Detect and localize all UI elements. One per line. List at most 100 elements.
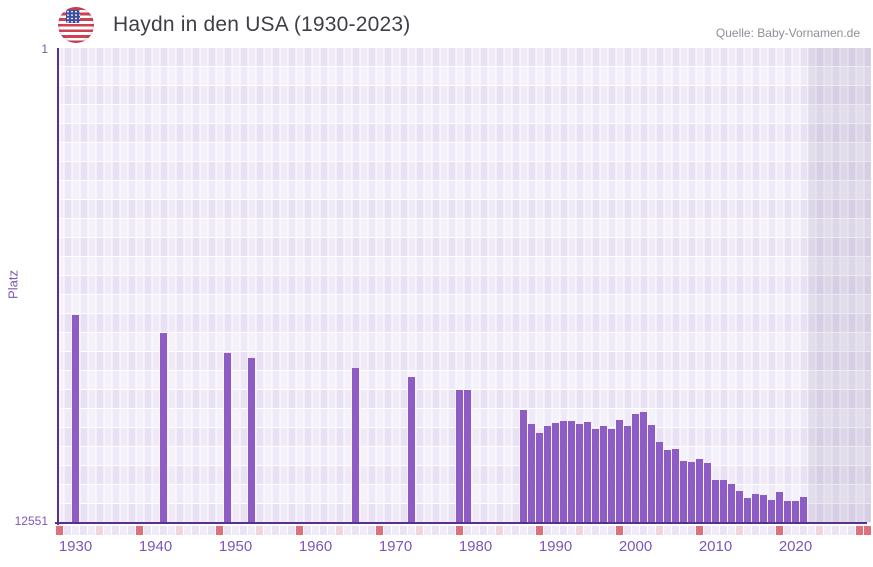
y-tick-bottom: 12551 [14,514,48,528]
axis-strip-cell [608,526,615,535]
axis-strip-cell [128,526,135,535]
axis-strip-cell [696,526,703,535]
axis-strip-cell [512,526,519,535]
rank-bar-2007[interactable] [688,462,695,523]
axis-strip-cell [656,526,663,535]
x-tick-1960: 1960 [298,538,333,555]
rank-bar-2019[interactable] [784,501,791,523]
rank-bar-2002[interactable] [648,424,655,523]
rank-bar-1991[interactable] [560,421,567,523]
rank-bar-2016[interactable] [760,494,767,523]
axis-strip-cell [392,526,399,535]
plot-area [59,48,871,523]
rank-bar-2009[interactable] [704,463,711,523]
axis-strip-cell [192,526,199,535]
rank-bar-1997[interactable] [608,429,615,523]
rank-bar-2008[interactable] [696,459,703,523]
rank-bar-1995[interactable] [592,429,599,523]
axis-strip-cell [304,526,311,535]
axis-strip-cell [584,526,591,535]
rank-bar-2003[interactable] [656,441,663,523]
rank-bar-1978[interactable] [456,390,463,523]
axis-strip-cell [776,526,783,535]
rank-bar-2018[interactable] [776,491,783,523]
axis-strip-cell [600,526,607,535]
rank-bar-1990[interactable] [552,423,559,523]
axis-strip-cell [320,526,327,535]
axis-strip-cell [456,526,463,535]
axis-strip-cell [248,526,255,535]
rank-bar-2010[interactable] [712,479,719,523]
rank-bar-2020[interactable] [792,501,799,523]
rank-bar-2017[interactable] [768,499,775,523]
rank-bar-1988[interactable] [536,432,543,523]
rank-bar-2000[interactable] [632,413,639,523]
x-tick-1990: 1990 [538,538,573,555]
axis-strip-cell [544,526,551,535]
rank-bar-2014[interactable] [744,497,751,523]
axis-strip-cell [344,526,351,535]
rank-bar-1972[interactable] [408,376,415,523]
axis-strip-cell [56,526,63,535]
rank-bar-1999[interactable] [624,426,631,523]
x-tick-2010: 2010 [698,538,733,555]
axis-strip-cell [504,526,511,535]
x-tick-1930: 1930 [58,538,93,555]
rank-bar-1986[interactable] [520,410,527,523]
rank-bar-1949[interactable] [224,353,231,523]
axis-strip-cell [408,526,415,535]
rank-bar-2015[interactable] [752,493,759,523]
axis-strip-cell [624,526,631,535]
axis-strip-cell [664,526,671,535]
x-axis-line [55,522,867,524]
rank-bar-1994[interactable] [584,421,591,523]
axis-strip-cell [784,526,791,535]
x-tick-labels: 1930 1940 1950 1960 1970 1980 1990 2000 2010 2020 [0,538,873,558]
rank-bar-2005[interactable] [672,448,679,523]
source-link[interactable]: Quelle: Baby-Vornamen.de [715,26,860,40]
axis-strip-cell [688,526,695,535]
axis-strip-cell [104,526,111,535]
axis-strip-cell [272,526,279,535]
axis-strip-cell [176,526,183,535]
axis-strip-cell [800,526,807,535]
axis-strip-cell [80,526,87,535]
rank-bar-2001[interactable] [640,412,647,523]
axis-strip-cell [168,526,175,535]
axis-strip-cell [560,526,567,535]
axis-strip-cell [224,526,231,535]
rank-bar-2004[interactable] [664,449,671,523]
no-data-region [807,48,871,523]
axis-strip-cell [416,526,423,535]
rank-bar-1987[interactable] [528,424,535,523]
rank-bar-1979[interactable] [464,390,471,523]
x-tick-2020: 2020 [778,538,813,555]
axis-strip-cell [336,526,343,535]
rank-bar-2013[interactable] [736,490,743,523]
rank-bar-2012[interactable] [728,484,735,523]
axis-strip-cell [704,526,711,535]
axis-strip-cell [120,526,127,535]
axis-strip-cell [240,526,247,535]
rank-bar-2006[interactable] [680,460,687,523]
rank-bar-1996[interactable] [600,426,607,523]
rank-bar-1993[interactable] [576,424,583,523]
axis-strip-cell [432,526,439,535]
rank-bar-1952[interactable] [248,358,255,523]
rank-bar-1998[interactable] [616,420,623,523]
axis-strip-cell [480,526,487,535]
rank-bar-1965[interactable] [352,368,359,523]
axis-strip-cell [736,526,743,535]
axis-strip-cell [96,526,103,535]
axis-strip-cell [136,526,143,535]
rank-bar-1941[interactable] [160,332,167,523]
rank-bar-2011[interactable] [720,479,727,523]
axis-strip-cell [760,526,767,535]
axis-strip-cell [200,526,207,535]
rank-bar-1989[interactable] [544,426,551,523]
axis-strip-cell [112,526,119,535]
rank-bar-1930[interactable] [72,314,79,523]
axis-strip-cell [672,526,679,535]
rank-bar-1992[interactable] [568,421,575,523]
rank-bar-2021[interactable] [800,496,807,523]
